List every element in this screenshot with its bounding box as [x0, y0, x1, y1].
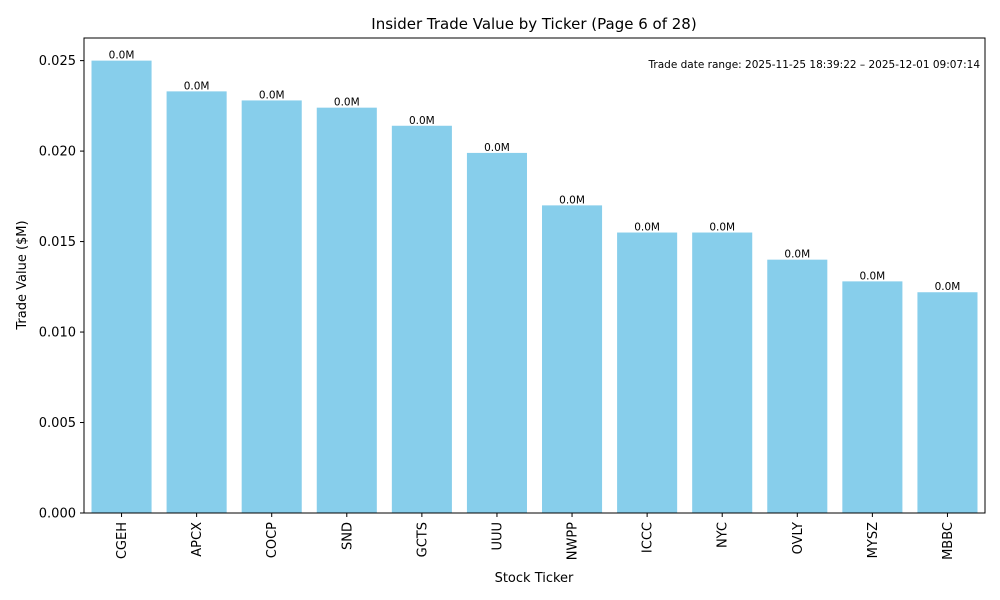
bar-cgeh — [91, 60, 152, 513]
x-tick-label: OVLY — [791, 522, 806, 554]
bar-value-label: 0.0M — [559, 194, 585, 206]
x-axis-label: Stock Ticker — [495, 571, 574, 586]
y-tick-label: 0.015 — [39, 235, 76, 250]
bar-value-label: 0.0M — [484, 142, 510, 154]
bar-apcx — [166, 91, 227, 513]
bar-snd — [316, 107, 377, 514]
bar-mbbc — [917, 292, 978, 513]
bar-value-label: 0.0M — [935, 281, 961, 293]
bar-labels-group: 0.0M 0.0M 0.0M 0.0M 0.0M 0.0M 0.0M 0.0M 0.0M 0.0M… — [109, 50, 961, 294]
bar-uuu — [466, 152, 527, 513]
x-tick-label: ICCC — [641, 522, 656, 553]
bars-group — [91, 60, 978, 514]
x-tick-label: NWPP — [566, 522, 581, 560]
bar-value-label: 0.0M — [409, 115, 435, 127]
bar-value-label: 0.0M — [109, 50, 135, 62]
bar-gcts — [391, 125, 452, 513]
y-axis-label: Trade Value ($M) — [15, 220, 30, 330]
bar-value-label: 0.0M — [334, 97, 360, 109]
bar-nwpp — [542, 205, 603, 513]
x-tick-label: GCTS — [415, 522, 430, 557]
x-tick-label: COCP — [265, 522, 280, 558]
x-tick-label: APCX — [190, 522, 205, 557]
plot-frame — [83, 37, 986, 514]
y-tick-label: 0.010 — [39, 326, 76, 341]
bar-nyc — [692, 232, 753, 513]
x-tick-label: NYC — [716, 522, 731, 548]
bar-mysz — [842, 281, 903, 513]
bar-value-label: 0.0M — [259, 89, 285, 101]
bar-value-label: 0.0M — [859, 270, 885, 282]
y-tick-label: 0.000 — [39, 507, 76, 522]
x-axis: CGEH APCX COCP SND GCTS UUU NWPP ICCC NYC OVLY MYS… — [115, 513, 956, 560]
bar-value-label: 0.0M — [184, 80, 210, 92]
date-range-annotation: Trade date range: 2025-11-25 18:39:22 – … — [648, 59, 981, 71]
x-tick-label: CGEH — [115, 522, 130, 559]
bar-iccc — [617, 232, 678, 513]
y-tick-label: 0.025 — [39, 54, 76, 69]
bar-cocp — [241, 100, 302, 513]
y-axis: 0.000 0.005 0.010 0.015 0.020 0.025 — [39, 54, 84, 522]
x-tick-label: MBBC — [941, 522, 956, 560]
y-tick-label: 0.005 — [39, 416, 76, 431]
chart-title: Insider Trade Value by Ticker (Page 6 of… — [371, 15, 696, 33]
x-tick-label: UUU — [490, 522, 505, 551]
x-tick-label: SND — [340, 522, 355, 550]
bar-value-label: 0.0M — [634, 222, 660, 234]
bar-value-label: 0.0M — [784, 249, 810, 261]
bar-value-label: 0.0M — [709, 222, 735, 234]
y-tick-label: 0.020 — [39, 145, 76, 160]
bar-ovly — [767, 259, 828, 513]
x-tick-label: MYSZ — [866, 522, 881, 558]
